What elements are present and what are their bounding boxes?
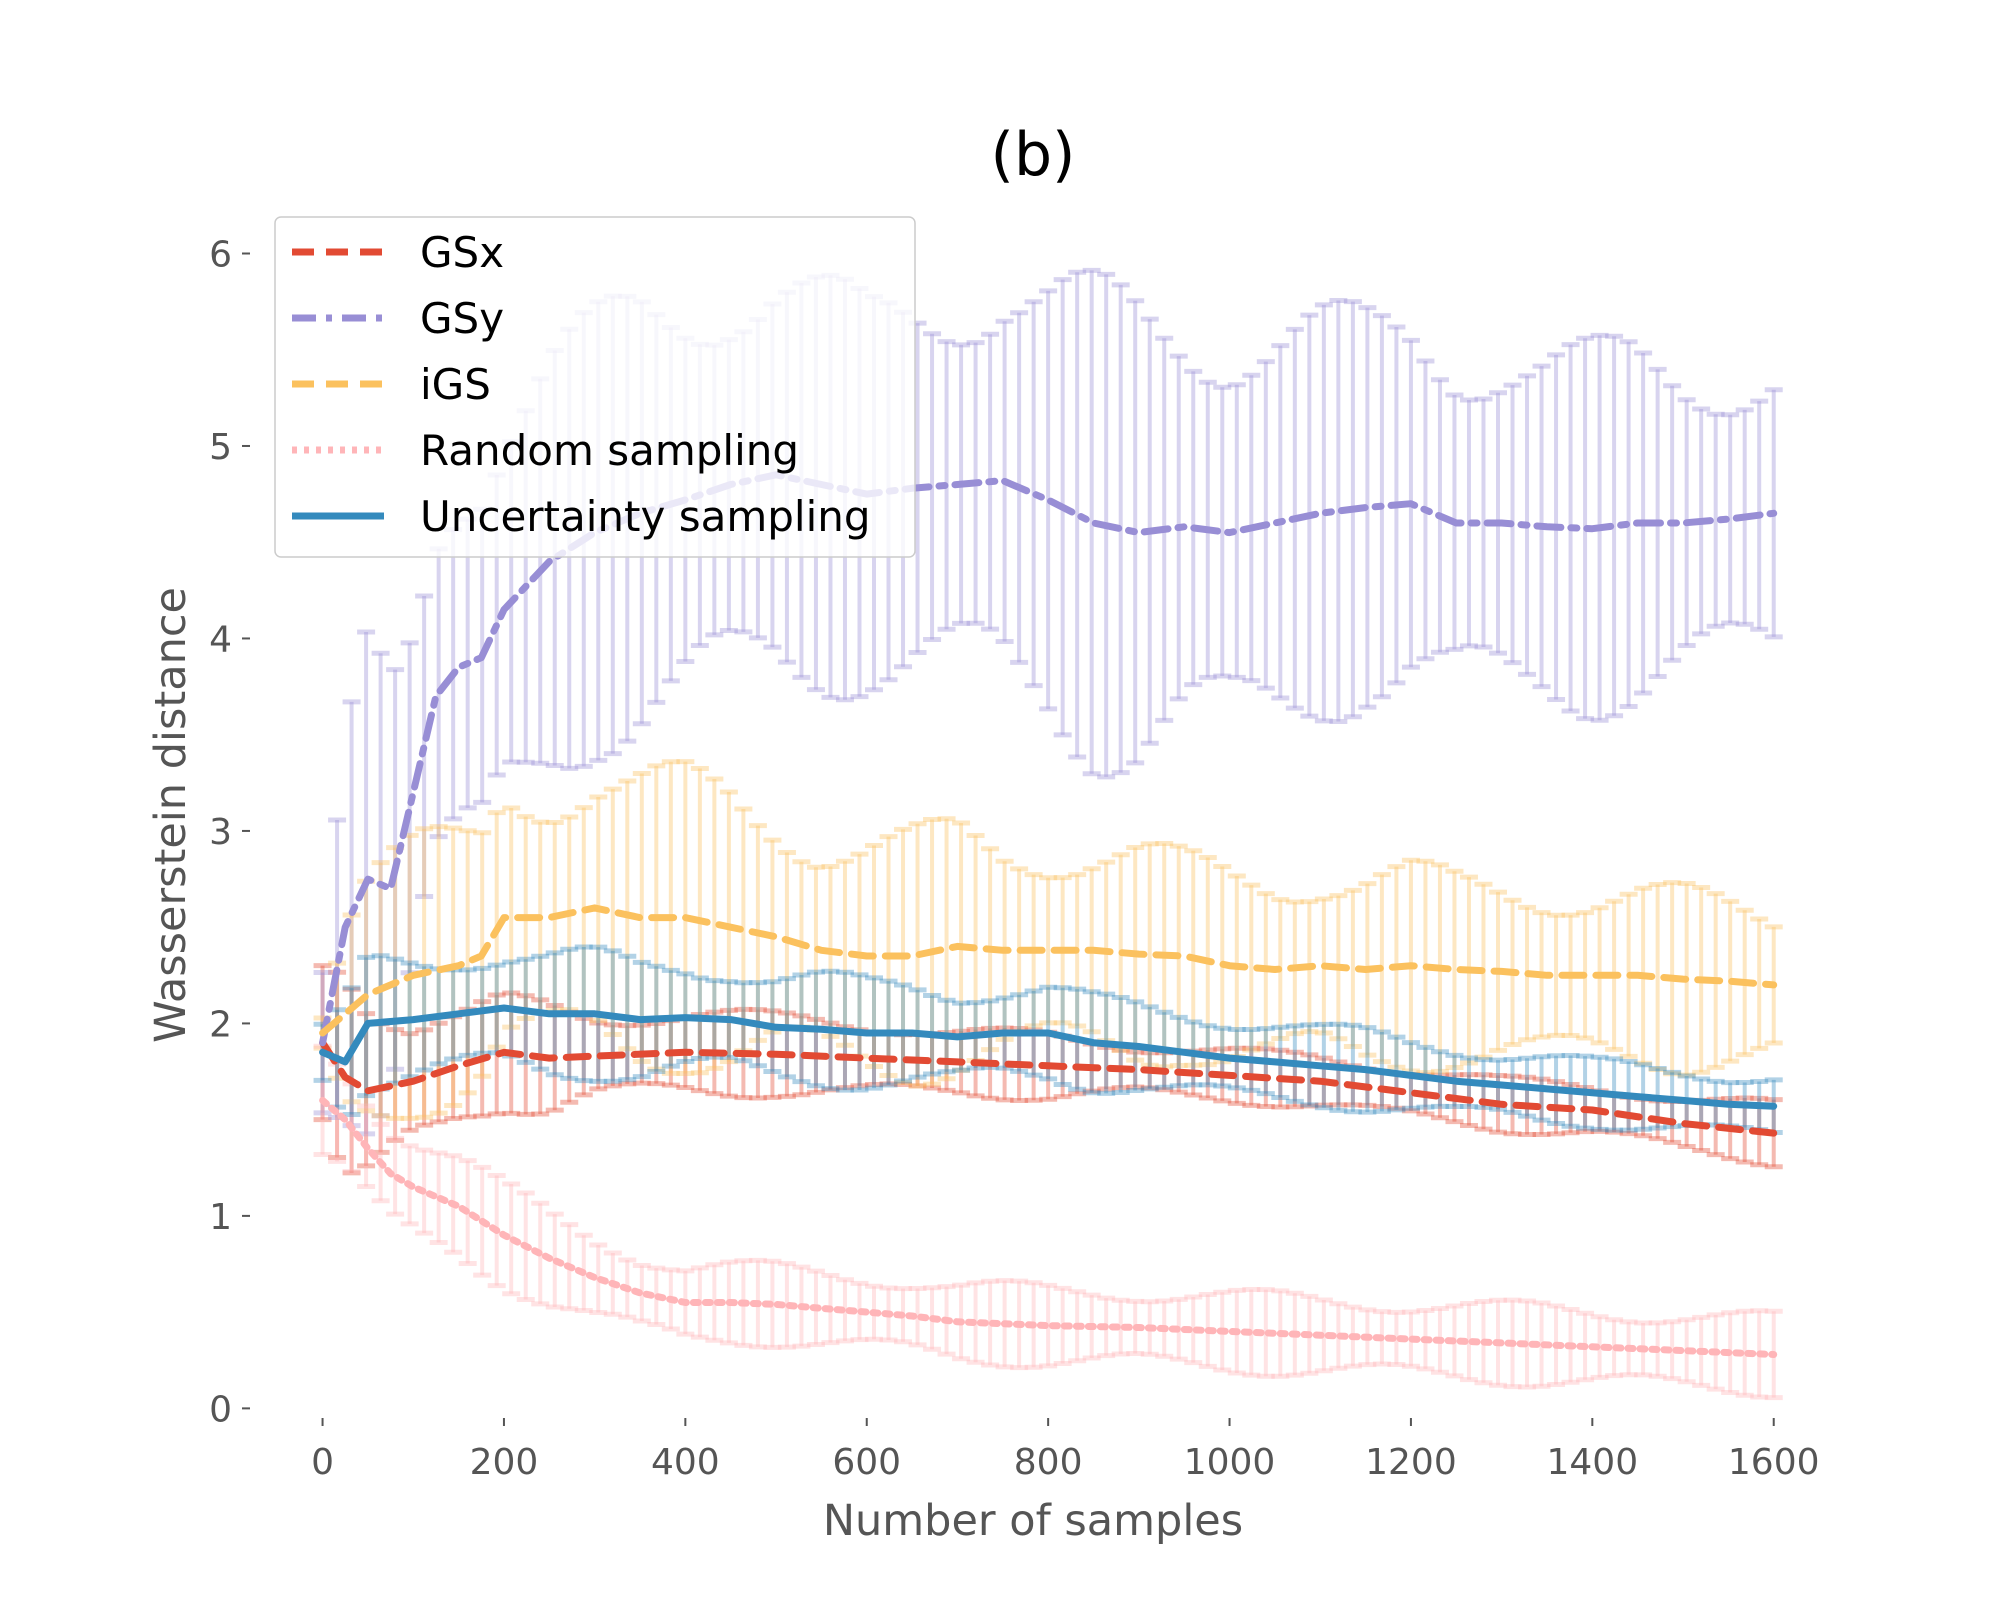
chart-title: (b) xyxy=(991,120,1076,190)
x-tick-label: 1400 xyxy=(1547,1442,1639,1483)
legend-label: Uncertainty sampling xyxy=(420,492,871,541)
y-tick-label: 3 xyxy=(209,812,232,853)
x-tick-label: 1200 xyxy=(1365,1442,1457,1483)
y-tick-label: 2 xyxy=(209,1004,232,1045)
y-axis: 0 1 2 3 4 5 6 xyxy=(209,234,250,1430)
series-line-2 xyxy=(319,904,1778,1037)
x-tick-label: 0 xyxy=(311,1442,334,1483)
legend-label: GSx xyxy=(420,228,504,277)
x-tick-label: 1600 xyxy=(1728,1442,1820,1483)
y-tick-label: 6 xyxy=(209,234,232,275)
legend-frame xyxy=(274,216,916,558)
series-lines xyxy=(319,471,1778,1358)
x-tick-label: 1000 xyxy=(1184,1442,1276,1483)
series-line-3 xyxy=(319,1096,1778,1358)
x-tick-label: 200 xyxy=(470,1442,539,1483)
legend-label: iGS xyxy=(420,360,491,409)
series-line-1 xyxy=(319,471,1778,1047)
legend: GSx GSy iGS Random sampling Uncertainty samp… xyxy=(274,216,916,558)
legend-label: GSy xyxy=(420,294,504,343)
y-tick-label: 5 xyxy=(209,427,232,468)
series-line-4 xyxy=(319,1004,1778,1110)
x-axis: 0 200 400 600 800 1000 1200 1400 1600 xyxy=(311,1418,1820,1483)
y-tick-label: 1 xyxy=(209,1197,232,1238)
y-tick-label: 4 xyxy=(209,619,232,660)
x-tick-label: 600 xyxy=(832,1442,901,1483)
y-axis-label: Wasserstein distance xyxy=(146,587,196,1043)
errorbars-series-1 xyxy=(313,267,1783,1137)
x-axis-label: Number of samples xyxy=(823,1496,1243,1546)
legend-label: Random sampling xyxy=(420,426,799,475)
series-line-0 xyxy=(319,1039,1778,1137)
x-tick-label: 400 xyxy=(651,1442,720,1483)
x-tick-label: 800 xyxy=(1014,1442,1083,1483)
y-tick-label: 0 xyxy=(209,1389,232,1430)
